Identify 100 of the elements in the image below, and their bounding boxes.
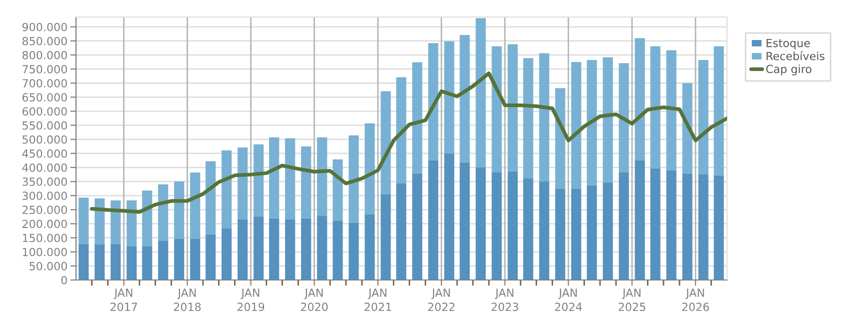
bar [476, 18, 486, 168]
y-tick-label: 900.000 [22, 22, 67, 32]
bar [428, 43, 438, 160]
y-tick-label: 350.000 [22, 178, 67, 186]
x-tick-label: JAN 2026 [682, 288, 709, 312]
y-tick-label: 100.000 [22, 248, 67, 256]
bar [396, 184, 406, 280]
bar [380, 194, 391, 280]
bar [126, 200, 137, 247]
bar [142, 190, 152, 247]
bar [190, 238, 200, 280]
bar [78, 198, 89, 244]
bar [110, 244, 121, 280]
bar [254, 216, 264, 280]
bar [444, 153, 454, 280]
bar [332, 220, 343, 280]
x-tick-label: JAN 2023 [492, 288, 518, 312]
bar [190, 172, 200, 239]
bar [539, 182, 550, 280]
x-tick-label: JAN 2019 [237, 288, 264, 312]
bar [412, 62, 422, 174]
y-tick-label: 200.000 [22, 220, 67, 228]
bar [222, 150, 232, 229]
bar [412, 173, 422, 280]
bar [634, 38, 645, 160]
bar [444, 41, 454, 154]
bar [555, 88, 566, 189]
bar [602, 57, 613, 182]
legend-label: Recebíveis [766, 51, 824, 60]
bar [380, 91, 391, 194]
y-tick-label: 300.000 [22, 192, 67, 200]
bar [508, 171, 518, 280]
y-tick-label: 700.000 [22, 79, 67, 88]
y-tick-label: 650.000 [22, 93, 67, 102]
bar [364, 123, 375, 214]
bar [317, 216, 328, 280]
line-series [90, 71, 727, 214]
bar [174, 238, 184, 280]
bar [269, 218, 280, 280]
bar [634, 160, 645, 280]
y-tick-label: 800.000 [22, 50, 67, 60]
bar [571, 188, 582, 280]
bar [301, 146, 312, 218]
bar [555, 188, 566, 280]
bar [618, 172, 629, 280]
bar [174, 182, 184, 239]
x-tick-label: JAN 2022 [428, 288, 454, 312]
bar [238, 148, 248, 220]
bar [714, 46, 724, 176]
bar [571, 62, 582, 189]
bar [158, 240, 168, 280]
x-tick-label: JAN 2021 [364, 288, 392, 312]
bar [650, 168, 660, 280]
bar [460, 35, 470, 162]
bar [317, 137, 328, 216]
y-tick-label: 750.000 [22, 65, 67, 74]
y-tick-label: 850.000 [22, 36, 67, 46]
y-tick-label: 400.000 [22, 163, 67, 172]
bar [698, 60, 708, 175]
bar [618, 63, 629, 173]
bar [206, 234, 216, 280]
y-tick-label: 500.000 [22, 135, 67, 144]
y-tick-label: 600.000 [22, 107, 67, 116]
bar [126, 246, 137, 280]
bar [254, 144, 264, 216]
x-tick-label: JAN 2017 [110, 288, 138, 312]
bar [539, 53, 550, 182]
x-tick-label: JAN 2025 [618, 288, 646, 312]
bar [698, 174, 708, 280]
y-tick-label: 250.000 [22, 206, 67, 214]
x-tick-label: JAN 2018 [174, 288, 201, 312]
y-tick-label: 550.000 [22, 121, 67, 130]
bar [222, 228, 232, 280]
bar [650, 46, 660, 168]
bar [508, 44, 518, 172]
bar [428, 160, 438, 280]
bar [142, 246, 152, 280]
bar [94, 198, 105, 245]
bar [460, 162, 470, 280]
bar [476, 167, 486, 280]
bar [238, 220, 248, 280]
bar [158, 184, 168, 241]
bar [78, 244, 89, 280]
bar [523, 58, 534, 178]
bar [110, 200, 121, 244]
bar [714, 175, 724, 280]
bar [301, 218, 312, 280]
x-tick-label: JAN 2020 [300, 288, 328, 312]
bar [269, 137, 280, 218]
bar [332, 159, 343, 221]
bar [348, 135, 359, 223]
bar [285, 138, 296, 220]
bar [523, 178, 534, 280]
bar [682, 173, 692, 280]
bar [364, 214, 375, 280]
legend-label: Cap giro [766, 64, 812, 76]
bar [586, 60, 597, 186]
bar [206, 161, 216, 234]
bar [285, 220, 296, 280]
y-tick-label: 50.000 [30, 262, 67, 270]
